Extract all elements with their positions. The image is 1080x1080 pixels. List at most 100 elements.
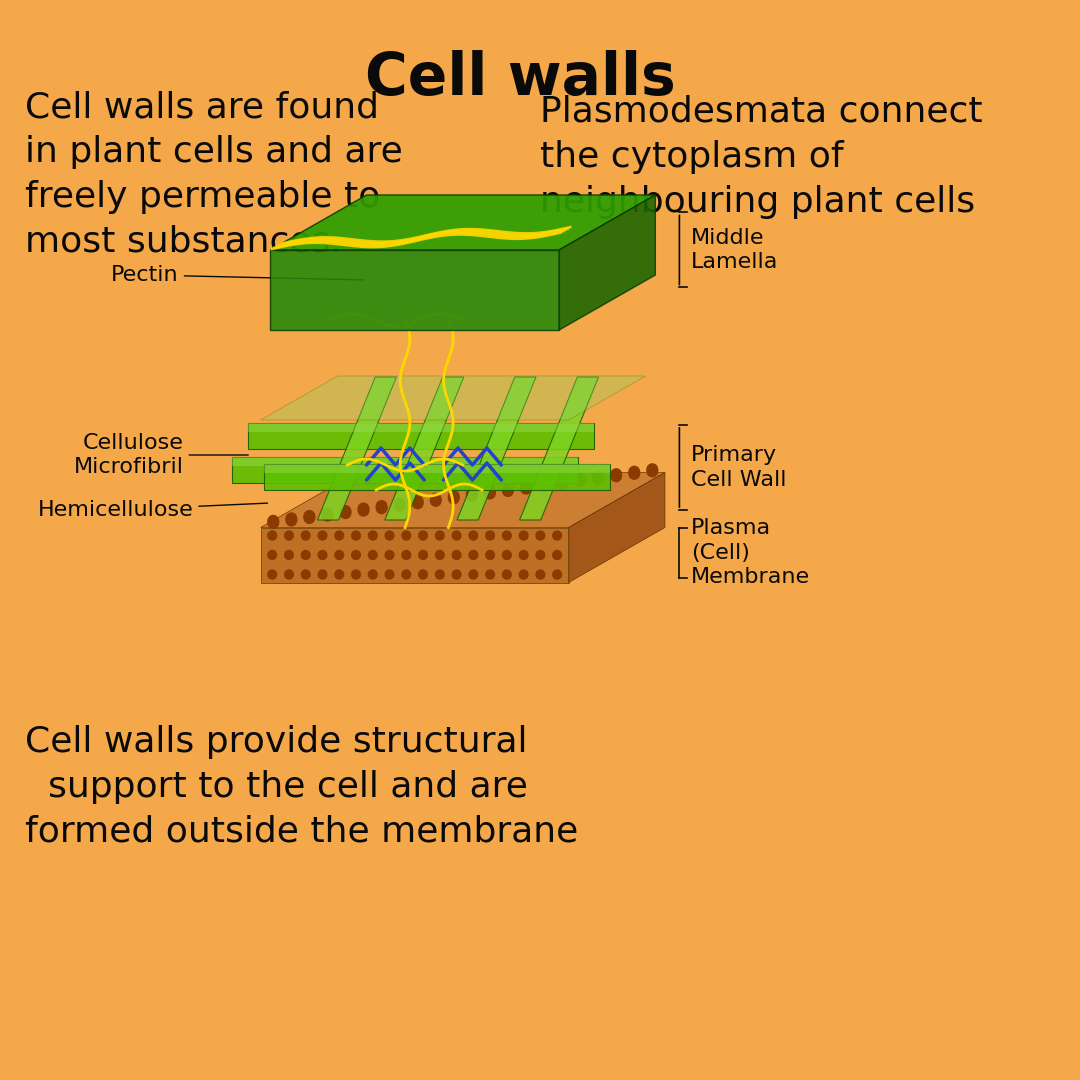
- Circle shape: [629, 467, 639, 477]
- Text: Cell walls: Cell walls: [365, 50, 676, 107]
- Polygon shape: [384, 377, 463, 519]
- Polygon shape: [270, 249, 559, 330]
- Text: Primary
Cell Wall: Primary Cell Wall: [691, 445, 786, 490]
- Circle shape: [502, 531, 511, 540]
- Circle shape: [386, 570, 394, 579]
- Circle shape: [368, 531, 377, 540]
- Circle shape: [611, 471, 621, 482]
- Circle shape: [553, 531, 562, 540]
- Circle shape: [301, 531, 310, 540]
- Circle shape: [431, 496, 441, 507]
- Polygon shape: [247, 423, 594, 449]
- Circle shape: [319, 531, 327, 540]
- Circle shape: [521, 483, 531, 494]
- Circle shape: [322, 508, 333, 519]
- Circle shape: [268, 517, 279, 528]
- Circle shape: [340, 505, 351, 516]
- Text: Middle
Lamella: Middle Lamella: [691, 228, 779, 272]
- Circle shape: [519, 570, 528, 579]
- Circle shape: [322, 510, 333, 521]
- Circle shape: [536, 531, 544, 540]
- Circle shape: [335, 570, 343, 579]
- Circle shape: [519, 531, 528, 540]
- Text: Pectin: Pectin: [111, 265, 364, 285]
- Circle shape: [268, 570, 276, 579]
- Circle shape: [485, 488, 495, 499]
- Polygon shape: [559, 195, 656, 330]
- Circle shape: [413, 496, 423, 507]
- Polygon shape: [247, 423, 594, 432]
- Circle shape: [539, 481, 550, 491]
- Circle shape: [359, 503, 369, 514]
- Polygon shape: [260, 527, 569, 582]
- Circle shape: [502, 570, 511, 579]
- Circle shape: [435, 531, 444, 540]
- Circle shape: [402, 531, 410, 540]
- Circle shape: [611, 469, 621, 480]
- Polygon shape: [260, 376, 646, 420]
- Polygon shape: [232, 457, 578, 467]
- Circle shape: [553, 551, 562, 559]
- Circle shape: [352, 551, 361, 559]
- Circle shape: [553, 570, 562, 579]
- Circle shape: [376, 502, 387, 514]
- Circle shape: [335, 551, 343, 559]
- Circle shape: [268, 551, 276, 559]
- Circle shape: [435, 551, 444, 559]
- Circle shape: [368, 570, 377, 579]
- Circle shape: [629, 468, 639, 480]
- Circle shape: [486, 531, 495, 540]
- Circle shape: [575, 474, 585, 485]
- Circle shape: [502, 551, 511, 559]
- Circle shape: [394, 498, 405, 510]
- Text: Plasmodesmata connect
the cytoplasm of
neighbouring plant cells: Plasmodesmata connect the cytoplasm of n…: [540, 95, 983, 218]
- Circle shape: [352, 531, 361, 540]
- Circle shape: [352, 570, 361, 579]
- Circle shape: [394, 500, 405, 511]
- Circle shape: [319, 570, 327, 579]
- Circle shape: [319, 551, 327, 559]
- Circle shape: [376, 501, 387, 512]
- Polygon shape: [270, 195, 656, 249]
- Circle shape: [467, 490, 477, 501]
- Circle shape: [335, 531, 343, 540]
- Circle shape: [286, 515, 297, 526]
- Circle shape: [485, 486, 495, 497]
- Circle shape: [305, 511, 314, 522]
- Text: Cellulose
Microfibril: Cellulose Microfibril: [73, 433, 248, 476]
- Circle shape: [469, 551, 477, 559]
- Circle shape: [647, 465, 658, 476]
- Circle shape: [268, 531, 276, 540]
- Circle shape: [359, 505, 369, 516]
- Text: Plasma
(Cell)
Membrane: Plasma (Cell) Membrane: [691, 517, 810, 588]
- Circle shape: [469, 531, 477, 540]
- Circle shape: [419, 531, 428, 540]
- Circle shape: [268, 515, 279, 526]
- Polygon shape: [264, 463, 610, 489]
- Circle shape: [647, 464, 658, 475]
- Circle shape: [557, 478, 567, 489]
- Polygon shape: [232, 457, 578, 483]
- Circle shape: [368, 551, 377, 559]
- Text: Cell walls are found
in plant cells and are
freely permeable to
most substances.: Cell walls are found in plant cells and …: [25, 90, 403, 258]
- Polygon shape: [264, 463, 610, 473]
- Text: Cell walls provide structural
  support to the cell and are
formed outside the m: Cell walls provide structural support to…: [25, 725, 578, 849]
- Circle shape: [539, 478, 550, 489]
- Circle shape: [536, 570, 544, 579]
- Circle shape: [435, 570, 444, 579]
- Circle shape: [448, 492, 459, 503]
- Polygon shape: [519, 377, 598, 519]
- Circle shape: [413, 498, 423, 509]
- Circle shape: [419, 570, 428, 579]
- Circle shape: [469, 570, 477, 579]
- Circle shape: [340, 508, 351, 518]
- Circle shape: [419, 551, 428, 559]
- Circle shape: [536, 551, 544, 559]
- Circle shape: [467, 488, 477, 499]
- Circle shape: [448, 491, 459, 502]
- Circle shape: [593, 471, 604, 483]
- Circle shape: [301, 570, 310, 579]
- Polygon shape: [260, 473, 665, 527]
- Circle shape: [521, 481, 531, 492]
- Circle shape: [285, 551, 294, 559]
